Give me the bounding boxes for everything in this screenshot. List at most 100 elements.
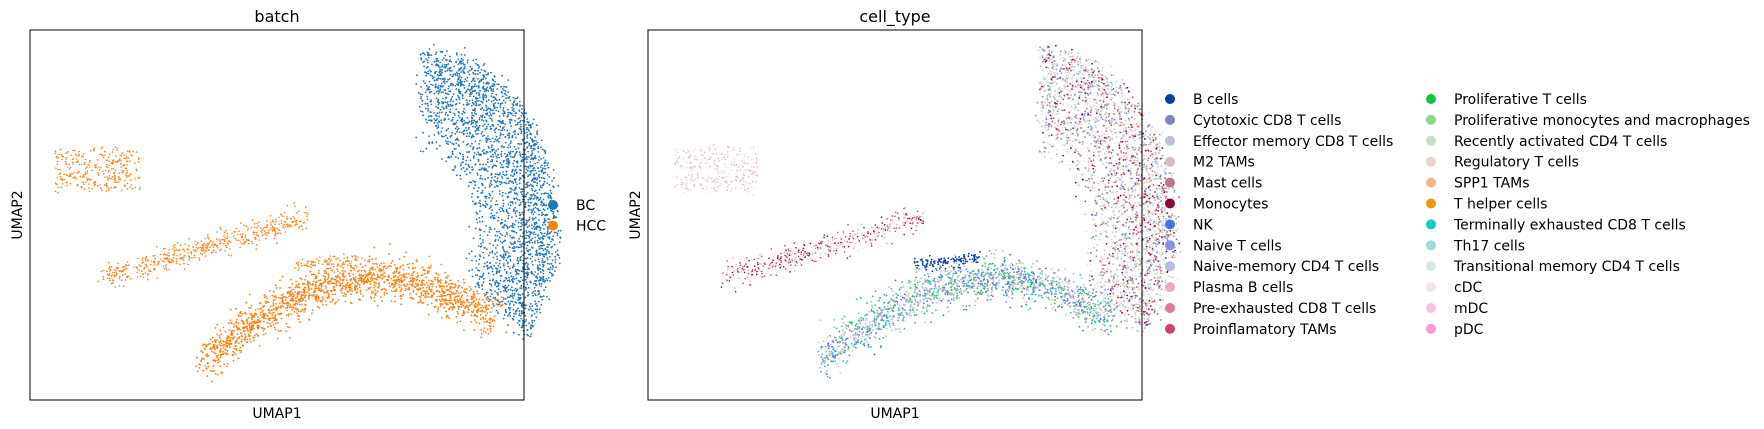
scatter-point <box>380 296 382 299</box>
scatter-point <box>484 195 486 198</box>
scatter-point <box>300 278 303 281</box>
scatter-point <box>271 314 274 317</box>
scatter-point <box>144 257 147 259</box>
scatter-point <box>515 172 518 174</box>
scatter-point <box>525 123 527 126</box>
scatter-point <box>514 133 516 136</box>
scatter-point <box>532 233 535 236</box>
scatter-point <box>428 255 431 258</box>
scatter-point <box>537 209 540 212</box>
scatter-point <box>465 121 467 124</box>
scatter-point <box>518 100 521 103</box>
scatter-point <box>56 176 59 179</box>
scatter-point <box>121 152 124 154</box>
scatter-point <box>431 63 433 66</box>
scatter-point <box>530 314 533 317</box>
scatter-point <box>274 231 277 233</box>
scatter-point <box>534 181 537 184</box>
scatter-point <box>450 282 453 285</box>
scatter-point <box>88 183 90 185</box>
scatter-point <box>497 293 499 296</box>
scatter-point <box>238 342 240 345</box>
scatter-point <box>495 109 497 112</box>
scatter-point <box>78 154 80 157</box>
scatter-point <box>472 309 475 311</box>
scatter-point <box>482 330 485 333</box>
scatter-point <box>306 211 308 214</box>
scatter-point <box>511 106 513 109</box>
scatter-point <box>507 97 509 99</box>
scatter-point <box>520 188 522 191</box>
scatter-point <box>106 159 109 162</box>
scatter-point <box>317 272 320 275</box>
scatter-point <box>538 159 540 162</box>
scatter-point <box>341 270 344 272</box>
scatter-point <box>443 119 446 122</box>
scatter-point <box>304 211 306 214</box>
scatter-point <box>373 277 376 280</box>
scatter-point <box>448 111 451 113</box>
scatter-point <box>526 266 529 269</box>
scatter-point <box>451 292 453 295</box>
scatter-point <box>524 286 527 289</box>
scatter-point <box>535 284 538 286</box>
scatter-point <box>440 74 443 77</box>
scatter-point <box>519 165 522 167</box>
scatter-point <box>96 185 99 187</box>
scatter-point <box>500 181 503 184</box>
scatter-point <box>527 291 529 294</box>
scatter-point <box>441 68 443 71</box>
scatter-point <box>235 349 238 351</box>
scatter-point <box>470 119 473 122</box>
scatter-point <box>491 197 494 200</box>
scatter-point <box>266 321 269 324</box>
scatter-point <box>525 221 528 224</box>
scatter-point <box>514 124 517 126</box>
scatter-point <box>457 292 460 294</box>
scatter-point <box>478 303 481 306</box>
scatter-point <box>538 173 541 176</box>
scatter-point <box>451 70 453 72</box>
scatter-point <box>426 61 429 64</box>
scatter-point <box>255 244 258 246</box>
scatter-point <box>270 221 272 224</box>
scatter-point <box>436 79 438 82</box>
scatter-point <box>394 264 396 266</box>
scatter-point <box>479 103 481 106</box>
scatter-point <box>296 312 298 315</box>
scatter-point <box>196 248 199 250</box>
scatter-point <box>528 174 530 176</box>
scatter-point <box>245 326 248 329</box>
scatter-point <box>539 264 541 266</box>
scatter-point <box>425 58 427 60</box>
scatter-point <box>394 295 396 298</box>
scatter-point <box>516 256 519 259</box>
scatter-point <box>480 132 483 135</box>
scatter-point <box>204 246 207 248</box>
scatter-point <box>408 263 411 265</box>
scatter-point <box>534 223 536 226</box>
scatter-point <box>472 109 475 112</box>
scatter-point <box>458 98 461 101</box>
scatter-point <box>204 255 207 257</box>
scatter-point <box>483 265 485 268</box>
scatter-point <box>500 300 502 303</box>
scatter-point <box>318 284 320 287</box>
scatter-point <box>497 110 500 113</box>
scatter-point <box>528 208 530 211</box>
scatter-point <box>485 163 487 166</box>
scatter-point <box>357 277 359 280</box>
scatter-point <box>72 161 74 164</box>
scatter-point <box>457 312 459 315</box>
scatter-point <box>467 165 470 167</box>
scatter-point <box>478 298 481 301</box>
scatter-point <box>232 326 235 328</box>
scatter-point <box>519 259 522 262</box>
scatter-point <box>141 257 144 259</box>
scatter-point <box>495 181 497 184</box>
scatter-point <box>501 209 504 212</box>
scatter-point <box>456 74 459 77</box>
scatter-point <box>190 251 192 253</box>
scatter-point <box>82 175 85 178</box>
scatter-point <box>484 128 487 131</box>
